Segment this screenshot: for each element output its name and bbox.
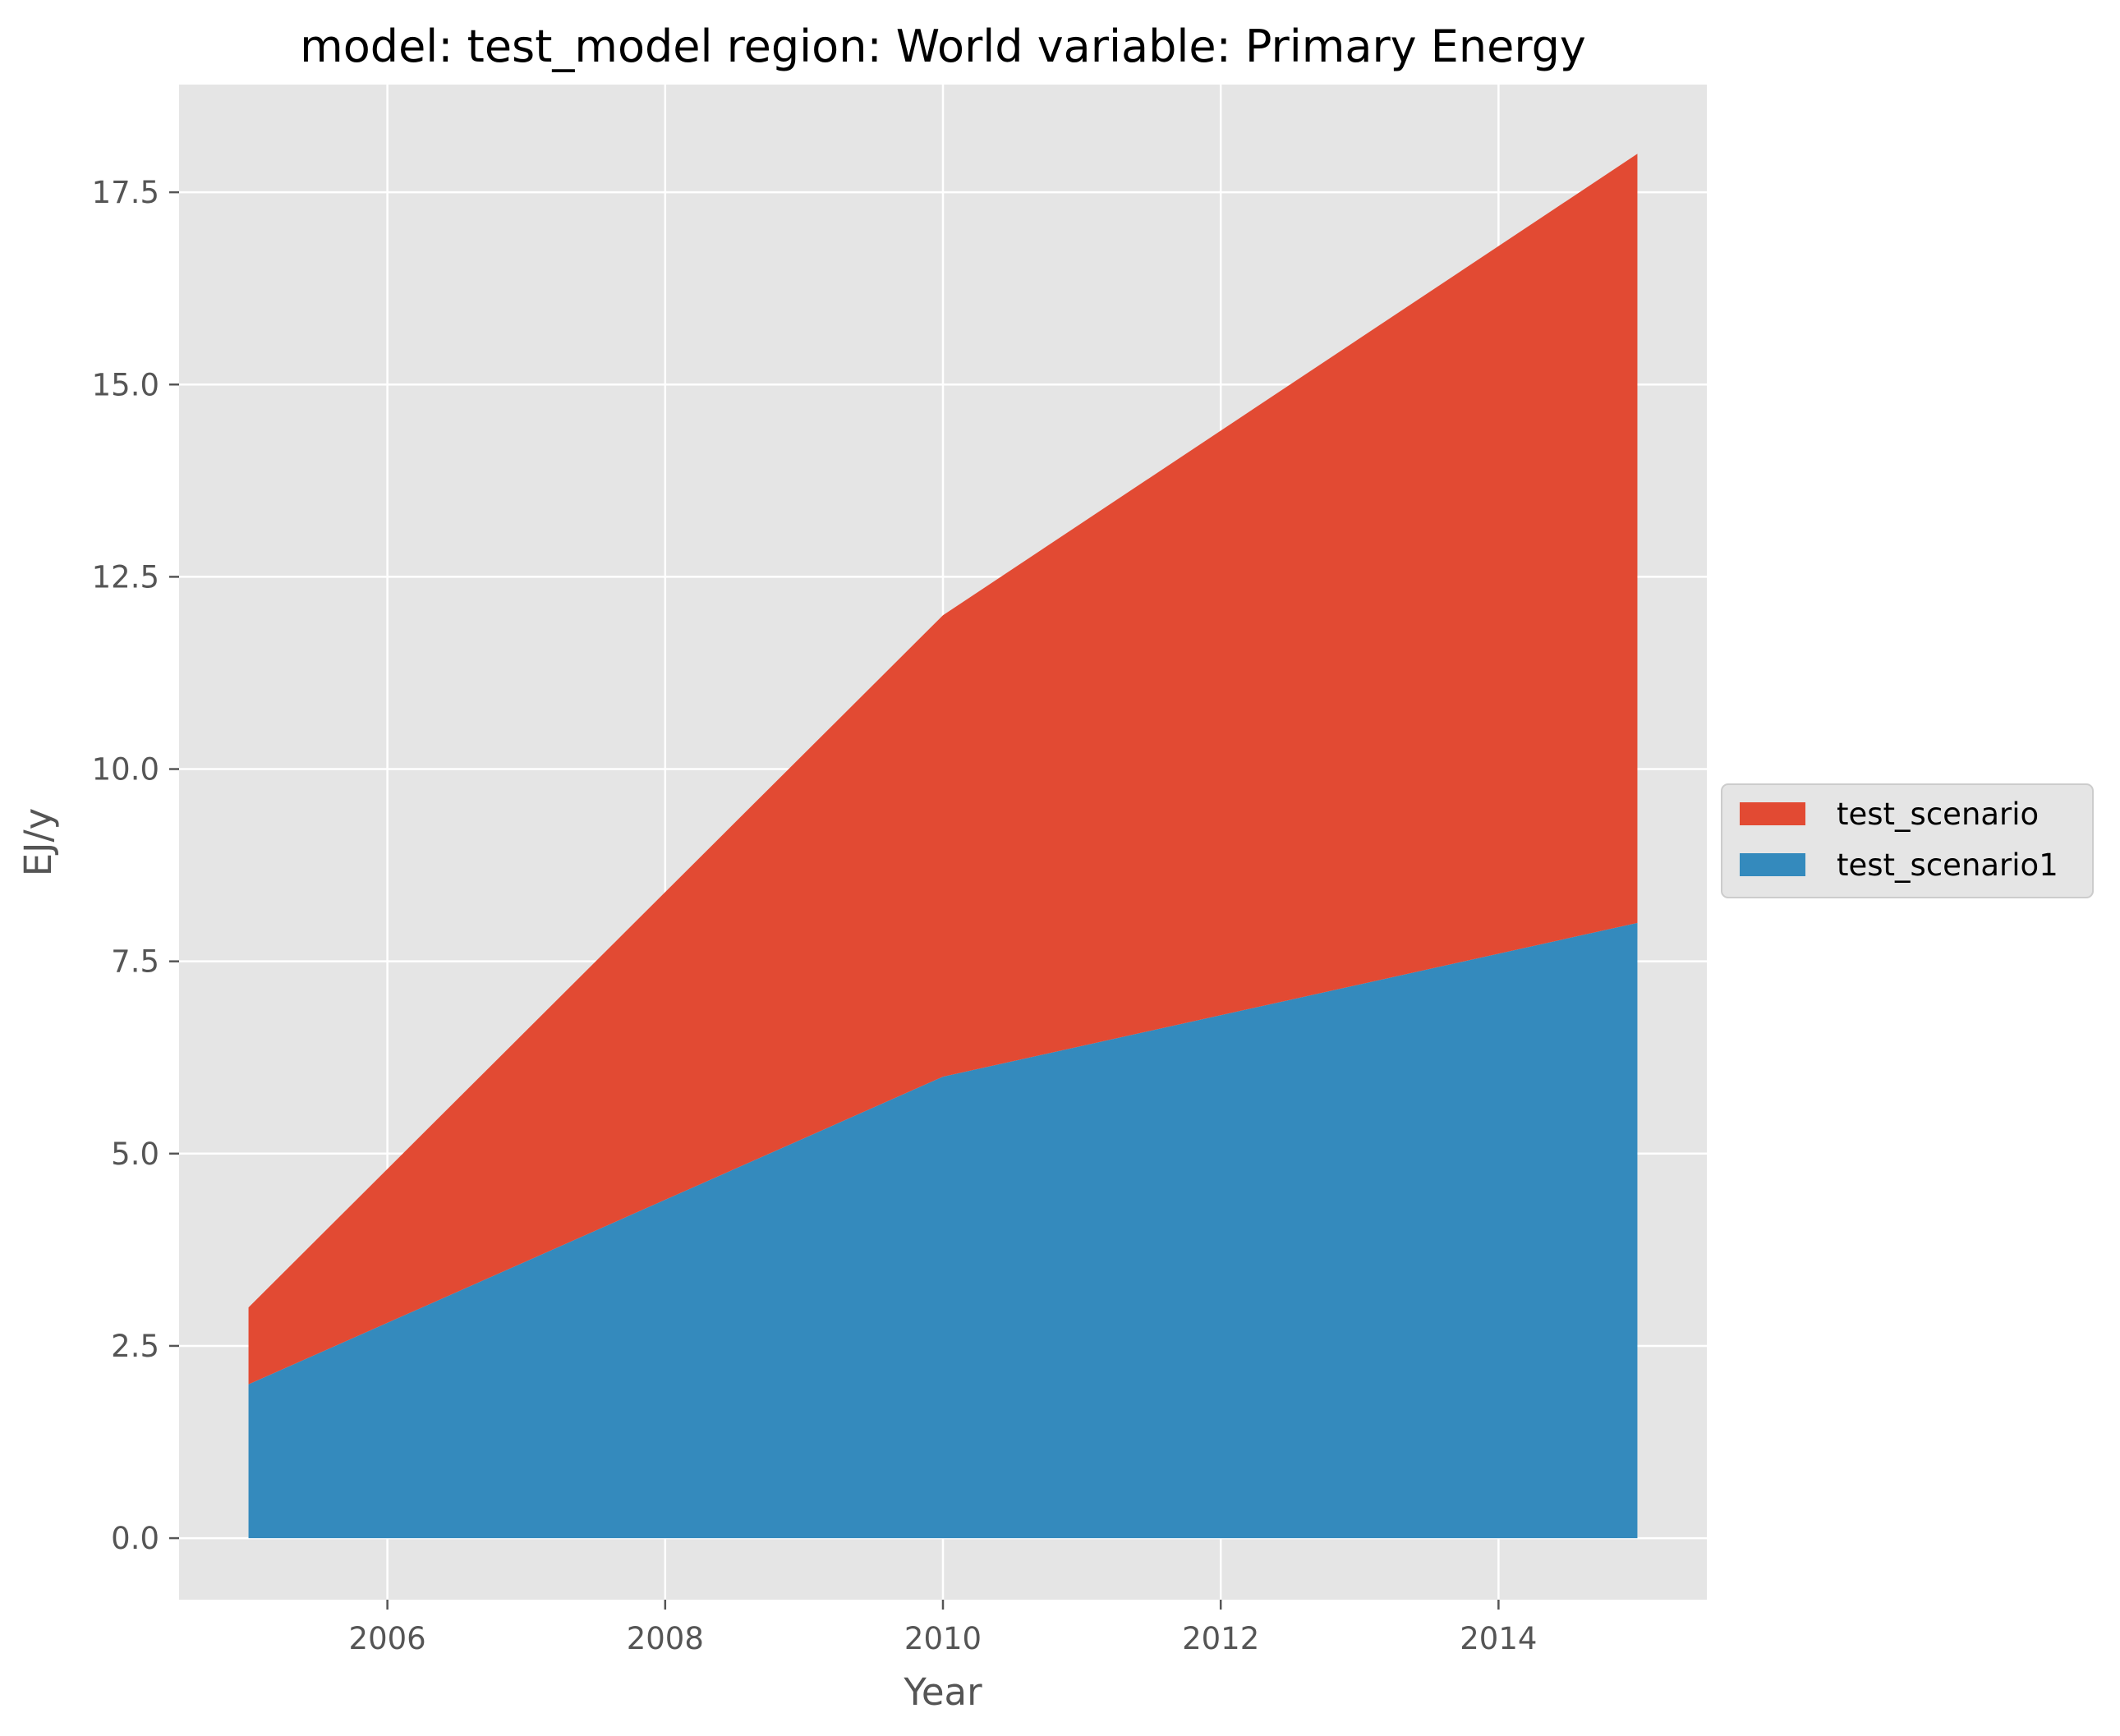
x-axis-ticks: 2006 2008 2010 2012 2014 xyxy=(349,1600,1537,1656)
y-tick-label: 7.5 xyxy=(111,944,159,980)
x-axis-label: Year xyxy=(903,1670,982,1714)
legend-label: test_scenario xyxy=(1837,797,2039,832)
area-test-scenario xyxy=(248,154,1638,1385)
legend-swatch xyxy=(1740,802,1805,825)
y-axis-ticks: 0.0 2.5 5.0 7.5 10.0 12.5 15.0 17.5 xyxy=(92,175,179,1556)
x-tick-label: 2014 xyxy=(1460,1621,1537,1656)
y-tick-label: 0.0 xyxy=(111,1521,159,1556)
x-tick-label: 2012 xyxy=(1182,1621,1259,1656)
y-tick-label: 17.5 xyxy=(92,175,159,210)
stacked-areas xyxy=(248,154,1638,1539)
y-tick-label: 15.0 xyxy=(92,367,159,402)
area-test-scenario1 xyxy=(248,922,1638,1539)
legend-label: test_scenario1 xyxy=(1837,847,2058,883)
legend-swatch xyxy=(1740,853,1805,876)
y-tick-label: 5.0 xyxy=(111,1137,159,1172)
x-tick-label: 2008 xyxy=(627,1621,704,1656)
chart-title: model: test_model region: World variable… xyxy=(300,21,1586,72)
y-tick-label: 2.5 xyxy=(111,1329,159,1364)
y-axis-label: EJ/y xyxy=(16,808,60,877)
legend: test_scenario test_scenario1 xyxy=(1721,783,2094,898)
legend-box xyxy=(1721,783,2094,898)
y-tick-label: 12.5 xyxy=(92,559,159,595)
x-tick-label: 2006 xyxy=(349,1621,426,1656)
y-tick-label: 10.0 xyxy=(92,752,159,788)
x-tick-label: 2010 xyxy=(904,1621,982,1656)
